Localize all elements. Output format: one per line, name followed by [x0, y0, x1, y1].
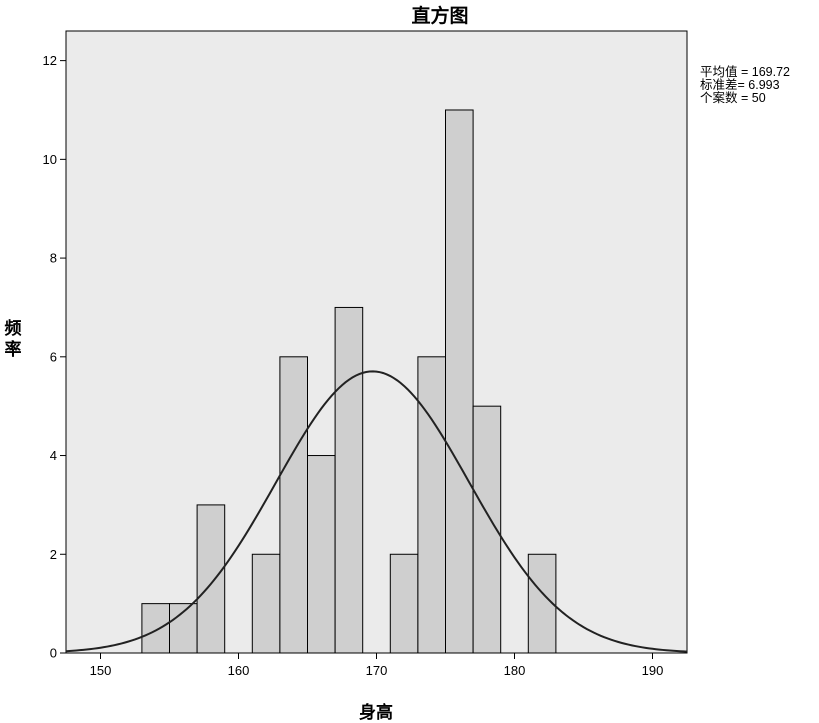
x-axis: 150 160 170 180 190: [90, 653, 664, 678]
x-axis-title: 身高: [359, 702, 393, 723]
histogram-bar-6: [334, 306, 364, 654]
y-tick-label: 2: [50, 547, 57, 562]
histogram-bar-7: [389, 553, 419, 654]
y-tick-label: 0: [50, 646, 57, 661]
y-tick-label: 12: [43, 53, 57, 68]
histogram-bar-9: [445, 109, 474, 654]
x-tick-label: 190: [642, 663, 664, 678]
histogram-bar-3: [251, 553, 281, 654]
y-tick-label: 10: [43, 152, 57, 167]
histogram-bar-8: [417, 356, 446, 654]
bars-group: [141, 109, 557, 654]
y-tick-label: 8: [50, 251, 57, 266]
stats-line: 个案数 = 50: [700, 90, 766, 105]
y-tick-label: 4: [50, 448, 57, 463]
histogram-bar-0: [141, 603, 170, 654]
normal-curve: [65, 370, 688, 653]
y-axis-title: 频率: [5, 318, 22, 360]
x-tick-label: 160: [228, 663, 250, 678]
chart-title: 直方图: [411, 4, 468, 27]
y-tick-label: 6: [50, 349, 57, 364]
stats-line: 平均值 = 169.72: [700, 64, 790, 79]
histogram-bar-2: [196, 504, 226, 654]
histogram-bar-4: [279, 356, 308, 654]
y-axis: 0 2 4 6 8 10 12: [43, 53, 66, 661]
histogram-bar-5: [307, 455, 336, 654]
x-tick-label: 150: [90, 663, 112, 678]
plot-area: [65, 30, 688, 654]
x-tick-label: 180: [504, 663, 526, 678]
x-tick-label: 170: [366, 663, 388, 678]
stats-line: 标准差= 6.993: [700, 78, 780, 92]
